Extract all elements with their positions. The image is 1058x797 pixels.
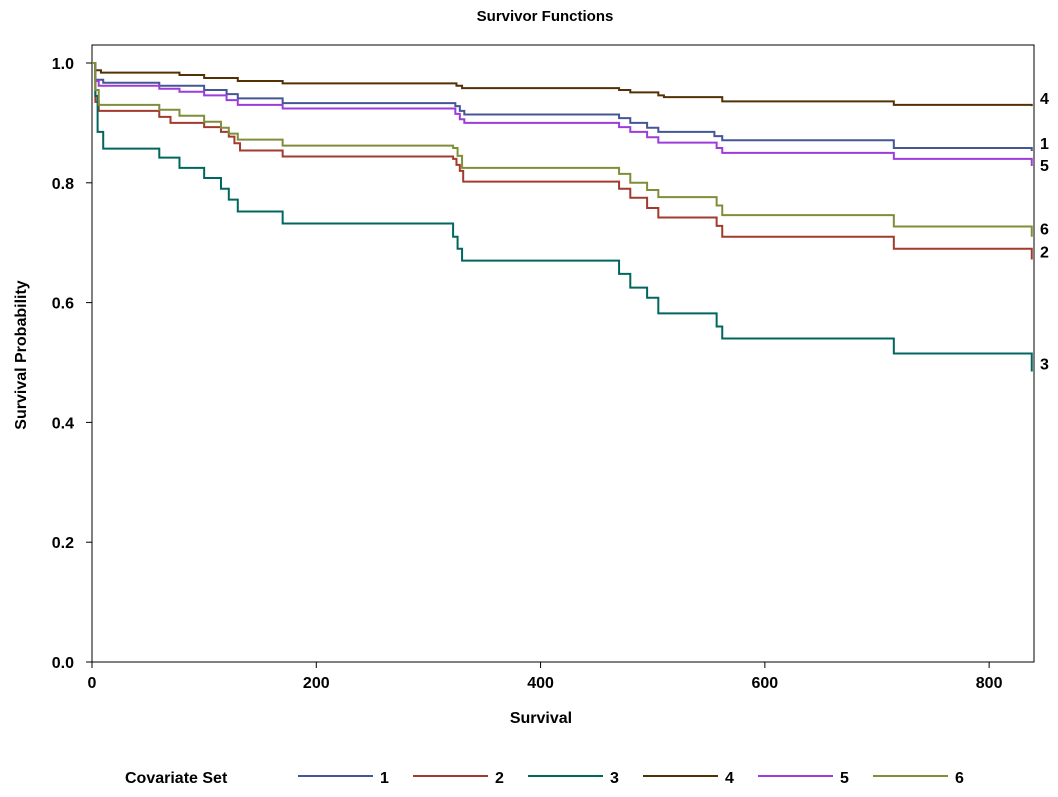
series-line-3	[92, 62, 1033, 372]
x-tick-label: 600	[752, 675, 779, 692]
y-axis: 0.0 0.2 0.4 0.6 0.8 1.0	[52, 56, 92, 672]
series-end-label-2: 2	[1040, 244, 1049, 261]
legend-label-1: 1	[380, 770, 389, 787]
y-tick-label: 0.0	[52, 655, 74, 672]
legend: Covariate Set 1 2 3 4 5 6	[125, 770, 964, 787]
x-tick-label: 400	[527, 675, 554, 692]
x-tick-label: 0	[88, 675, 97, 692]
x-tick-label: 200	[303, 675, 330, 692]
series-line-2	[92, 62, 1033, 260]
legend-title: Covariate Set	[125, 770, 228, 787]
plot-frame	[91, 44, 1035, 663]
legend-items: 1 2 3 4 5 6	[298, 770, 964, 787]
legend-label-2: 2	[495, 770, 504, 787]
legend-label-6: 6	[955, 770, 964, 787]
series-line-4	[92, 62, 1033, 107]
series-lines	[92, 62, 1033, 372]
series-end-label-5: 5	[1040, 158, 1049, 175]
y-tick-label: 0.2	[52, 535, 74, 552]
x-axis-label: Survival	[510, 710, 572, 727]
series-line-5	[92, 62, 1033, 167]
legend-label-5: 5	[840, 770, 849, 787]
y-tick-label: 0.8	[52, 176, 74, 193]
y-axis-label: Survival Probability	[13, 280, 30, 429]
series-end-labels: 4 1 5 6 2 3	[1040, 91, 1049, 373]
chart-title: Survivor Functions	[477, 8, 614, 25]
x-tick-label: 800	[976, 675, 1003, 692]
y-tick-label: 0.6	[52, 296, 74, 313]
legend-label-4: 4	[725, 770, 734, 787]
series-end-label-3: 3	[1040, 356, 1049, 373]
y-tick-label: 1.0	[52, 56, 74, 73]
series-end-label-4: 4	[1040, 91, 1049, 108]
series-end-label-6: 6	[1040, 222, 1049, 239]
series-end-label-1: 1	[1040, 136, 1049, 153]
legend-label-3: 3	[610, 770, 619, 787]
y-tick-label: 0.4	[52, 415, 74, 432]
series-line-6	[92, 62, 1033, 237]
x-axis: 0 200 400 600 800	[88, 662, 1003, 692]
series-line-1	[92, 62, 1033, 152]
